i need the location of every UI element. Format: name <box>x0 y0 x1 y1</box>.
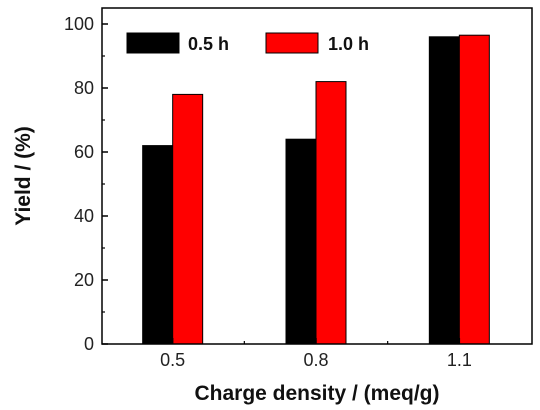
bar-0-5h-0 <box>142 145 174 345</box>
legend-swatch-1 <box>265 32 319 54</box>
bar-1-0h-2 <box>458 34 490 345</box>
legend-swatch-0 <box>126 32 180 54</box>
y-tick-label-3: 60 <box>74 142 94 162</box>
y-tick-label-0: 0 <box>84 334 94 354</box>
plot-frame <box>101 7 533 345</box>
bar-0-5h-2 <box>428 36 460 345</box>
legend: 0.5 h 1.0 h <box>126 32 369 54</box>
legend-label-1: 1.0 h <box>328 34 369 54</box>
y-tick-label-5: 100 <box>64 14 94 34</box>
y-tick-label-2: 40 <box>74 206 94 226</box>
bar-0-5h-1 <box>285 138 317 345</box>
x-axis-title: Charge density / (meq/g) <box>194 382 439 405</box>
bars-group <box>142 34 490 345</box>
y-tick-label-1: 20 <box>74 270 94 290</box>
x-tick-label-0: 0.5 <box>160 350 185 370</box>
bar-1-0h-0 <box>172 93 204 345</box>
x-tick-label-2: 1.1 <box>447 350 472 370</box>
bar-1-0h-1 <box>315 81 347 345</box>
legend-label-0: 0.5 h <box>188 34 229 54</box>
x-axis: 0.5 0.8 1.1 <box>160 338 472 370</box>
x-tick-label-1: 0.8 <box>303 350 328 370</box>
y-axis-title: Yield / (%) <box>12 126 35 226</box>
y-tick-label-4: 80 <box>74 78 94 98</box>
